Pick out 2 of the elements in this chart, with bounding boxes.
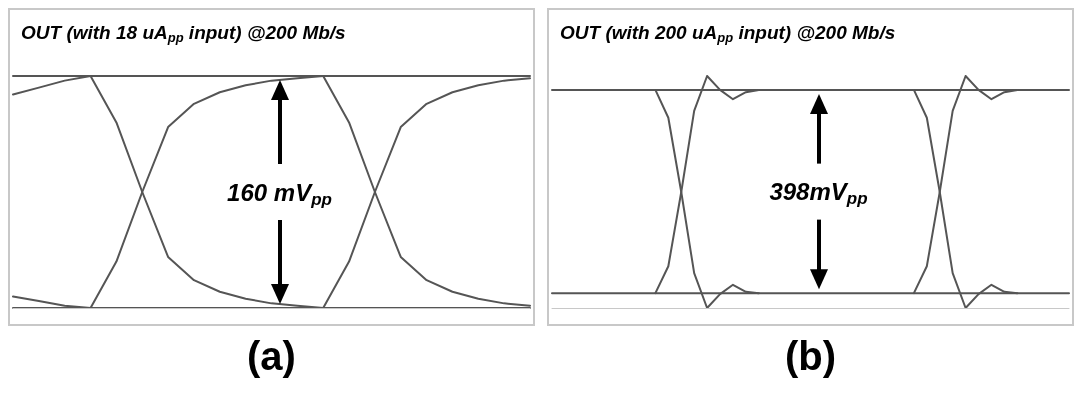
text: (a) — [246, 334, 297, 379]
text: (b) — [783, 334, 838, 379]
